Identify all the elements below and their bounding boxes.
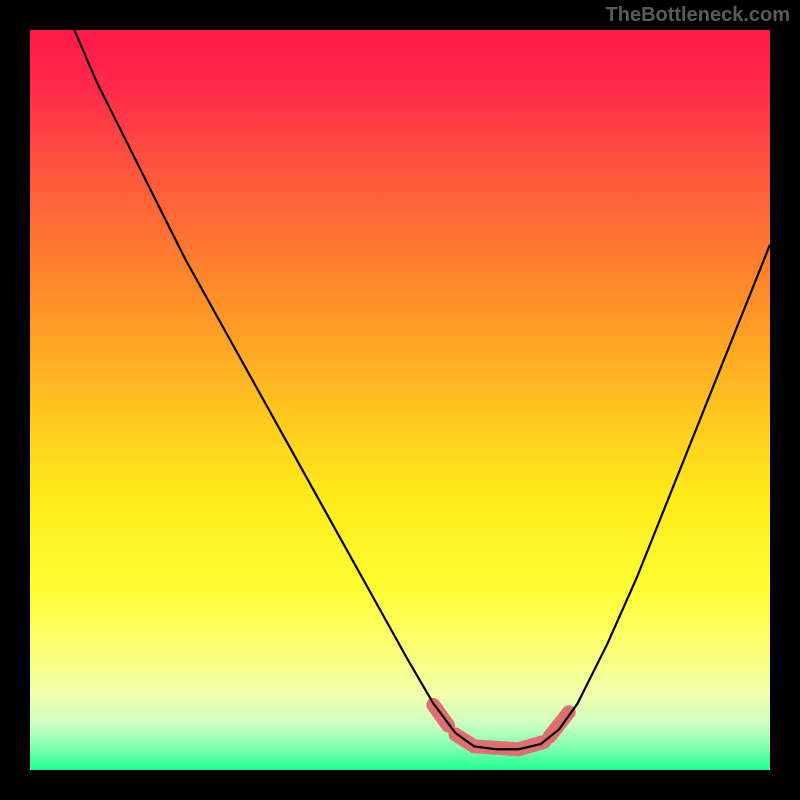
- watermark-text: TheBottleneck.com: [606, 4, 790, 27]
- bottleneck-curve: [74, 30, 770, 749]
- chart-frame: TheBottleneck.com: [0, 0, 800, 800]
- plot-area: [30, 30, 770, 770]
- highlight-segment: [549, 712, 568, 736]
- curve-svg: [30, 30, 770, 770]
- highlight-layer: [433, 705, 568, 749]
